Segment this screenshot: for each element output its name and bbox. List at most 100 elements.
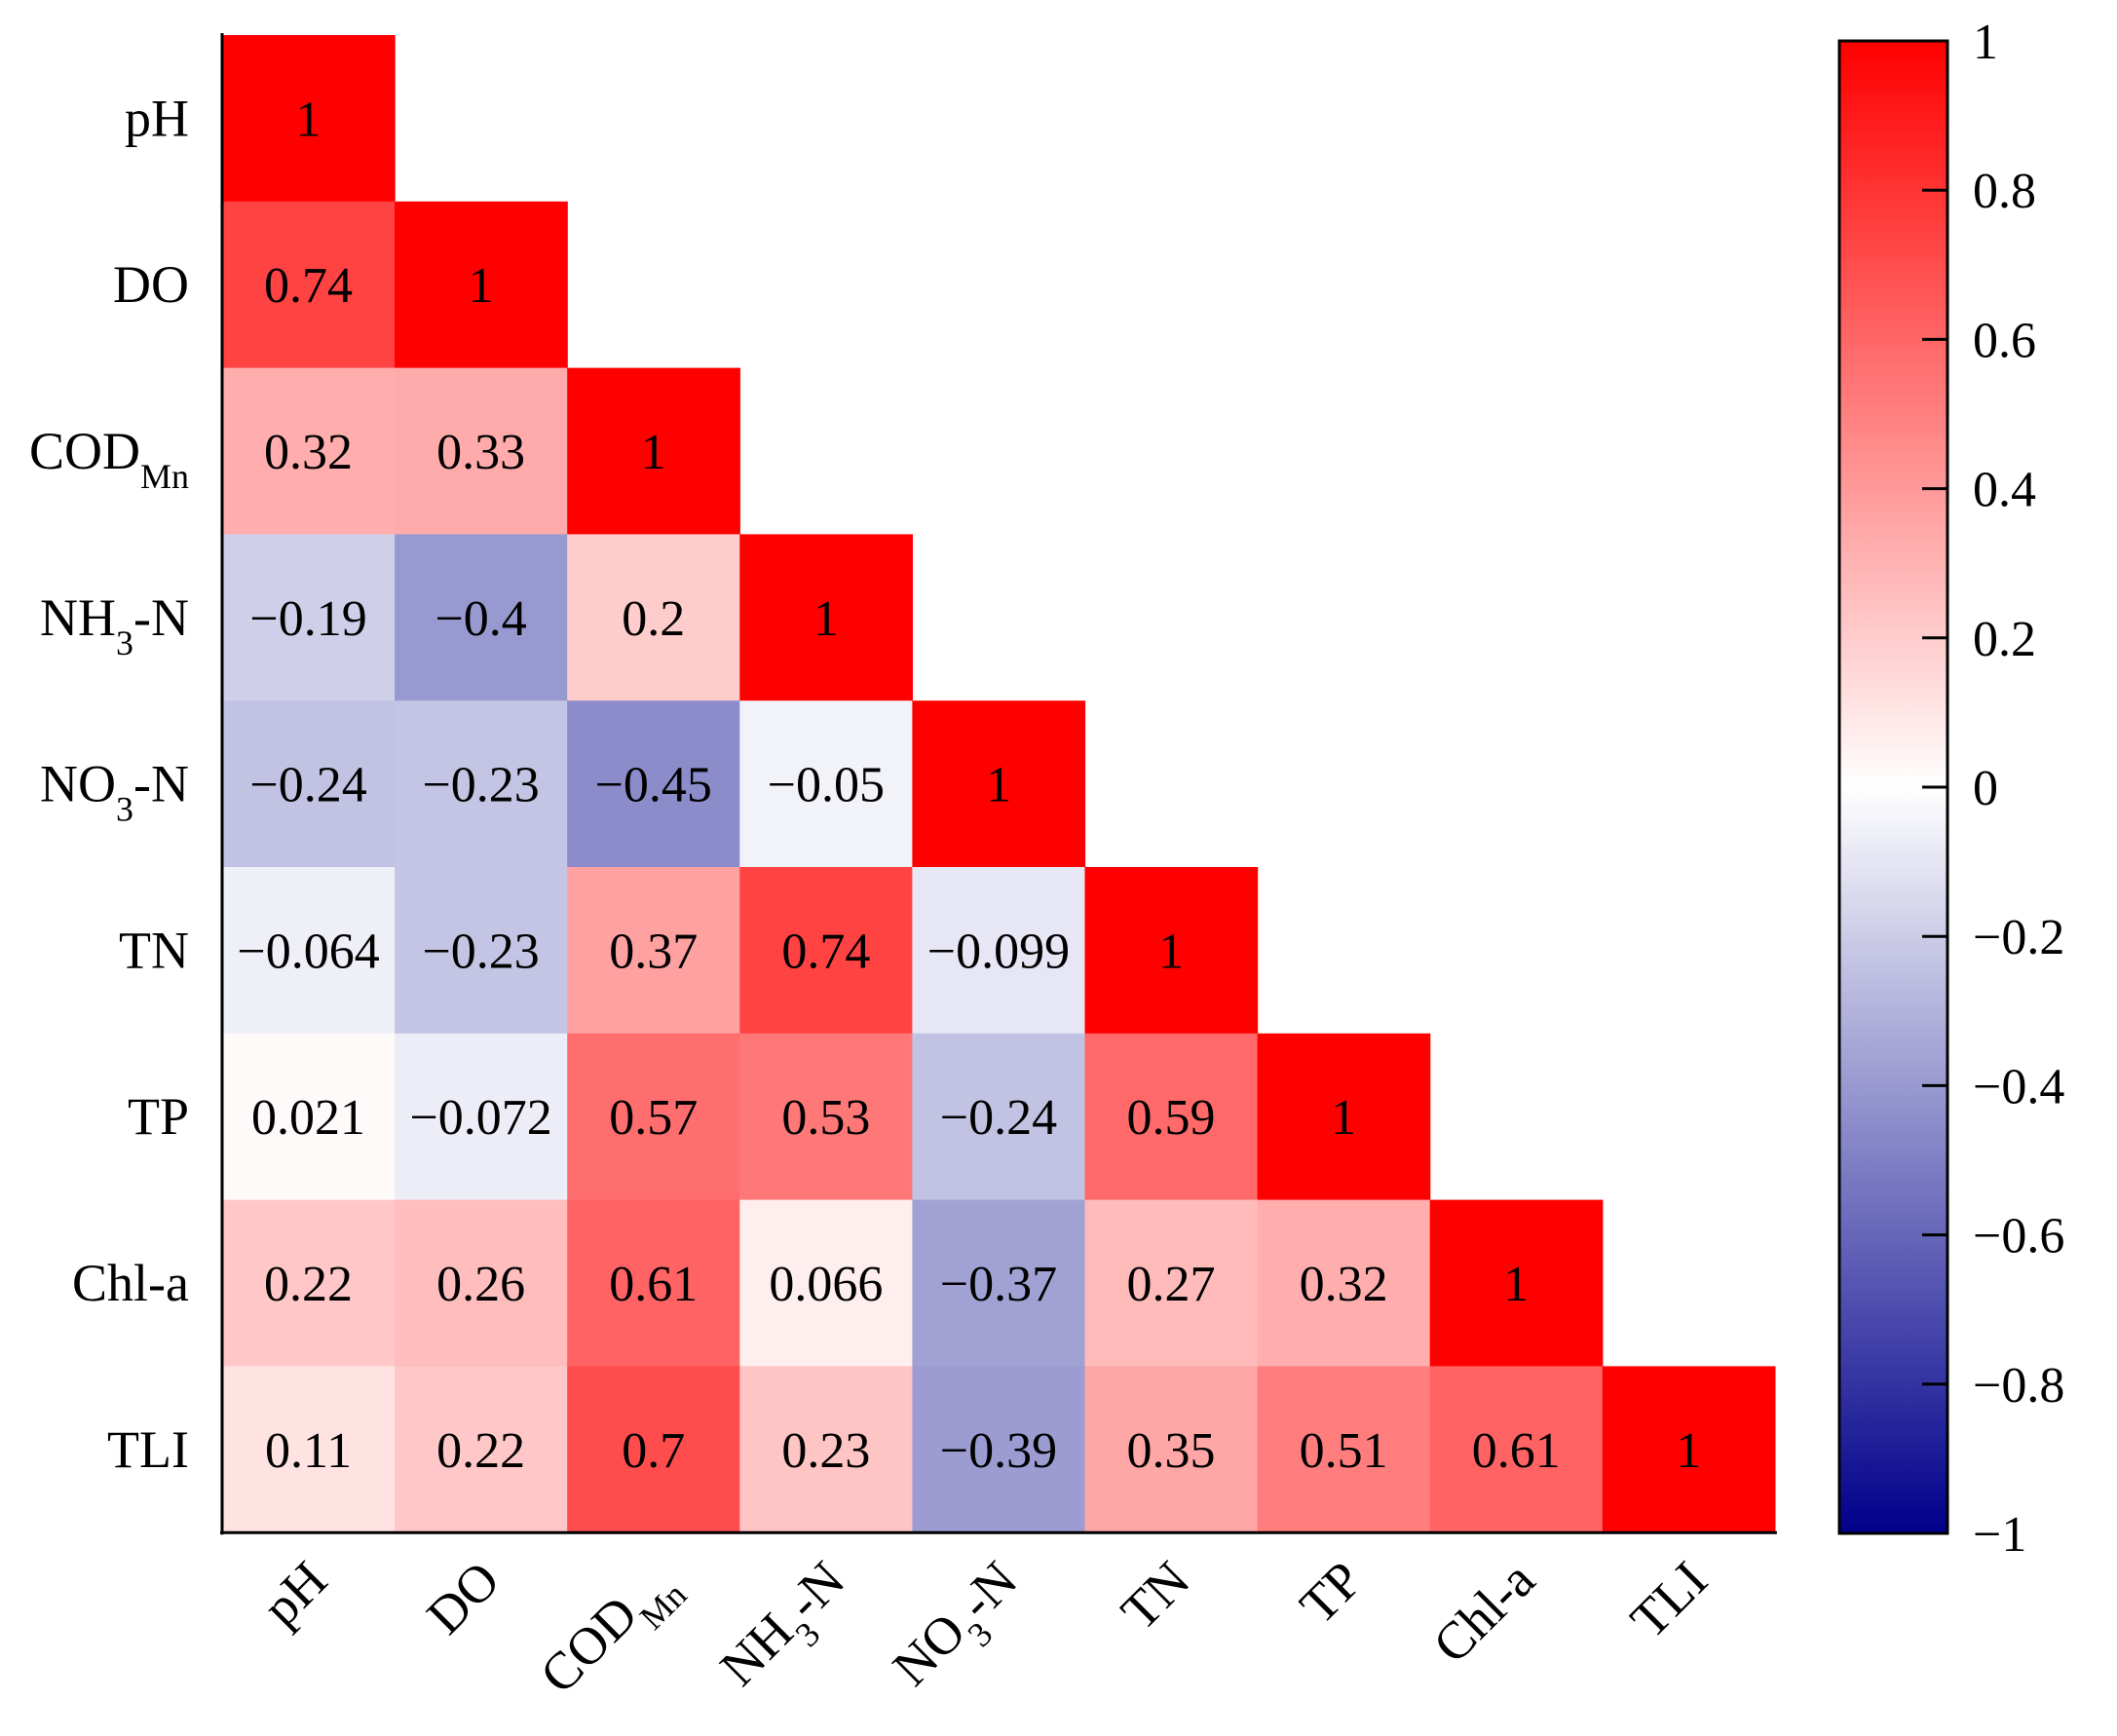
cell-rect [222, 700, 396, 868]
cell-rect [739, 700, 913, 868]
heatmap-cell: −0.05 [739, 700, 913, 868]
label-suffix: -N [775, 1550, 856, 1631]
label-suffix: -N [948, 1550, 1029, 1631]
heatmap-cell: −0.23 [395, 867, 568, 1035]
cell-value: −0.39 [940, 1423, 1057, 1479]
cell-rect [1602, 1366, 1776, 1533]
cell-rect [395, 1033, 568, 1201]
cell-value: 1 [469, 258, 494, 314]
cell-value: 0.59 [1127, 1090, 1216, 1146]
heatmap-cell: −0.24 [222, 700, 396, 868]
y-tick-label: CODMn [29, 422, 189, 496]
x-tick-label: TLI [1619, 1550, 1719, 1649]
heatmap-cell: 0.23 [739, 1366, 913, 1533]
label-subscript: 3 [116, 623, 133, 662]
cell-value: −0.072 [409, 1090, 551, 1146]
heatmap-cell: 1 [1257, 1033, 1431, 1201]
cell-value: 0.61 [609, 1257, 698, 1312]
cell-value: 1 [1503, 1257, 1529, 1312]
cell-value: −0.05 [768, 758, 885, 813]
cell-rect [395, 367, 568, 535]
heatmap-cell: 0.74 [739, 867, 913, 1035]
cell-value: 0.32 [264, 425, 353, 480]
cell-value: 0.32 [1300, 1257, 1388, 1312]
colorbar-tick-label: −0.4 [1973, 1059, 2064, 1114]
label-base: TP [1289, 1550, 1374, 1635]
heatmap-cell: 0.11 [222, 1366, 396, 1533]
cell-value: −0.37 [940, 1257, 1057, 1312]
x-tick-label: DO [416, 1550, 511, 1645]
label-base: COD [529, 1585, 649, 1705]
heatmap-cell: −0.24 [912, 1033, 1086, 1201]
y-tick-label: TN [119, 921, 189, 979]
cell-rect [1429, 1199, 1604, 1367]
cell-value: 0.22 [436, 1423, 525, 1479]
heatmap-cell: 0.26 [395, 1199, 568, 1367]
x-tick-label: TP [1289, 1550, 1374, 1635]
x-tick-label: NO3-N [882, 1550, 1040, 1708]
cell-rect [1084, 1366, 1259, 1533]
colorbar-tick-label: 0.4 [1973, 463, 2036, 518]
label-base: COD [29, 422, 140, 480]
cell-value: 0.7 [622, 1423, 685, 1479]
cell-value: 0.22 [264, 1257, 353, 1312]
y-tick-label: DO [113, 255, 189, 314]
label-base: TLI [1619, 1550, 1719, 1649]
x-tick-label: CODMn [529, 1550, 695, 1716]
cell-value: 0.74 [264, 258, 353, 314]
cell-rect [222, 534, 396, 701]
cell-value: 1 [1331, 1090, 1356, 1146]
colorbar-tick-label: 0.6 [1973, 313, 2036, 368]
cell-rect [222, 201, 396, 369]
cell-rect [567, 1366, 740, 1533]
x-tick-label: NH3-N [709, 1550, 867, 1708]
cell-value: 0.35 [1127, 1423, 1216, 1479]
cell-value: 0.27 [1127, 1257, 1216, 1312]
cell-value: 1 [986, 758, 1011, 813]
y-tick-label: NH3-N [40, 588, 189, 662]
colorbar-ticks: 1 0.8 0.6 0.4 0.2 0 −0.2 −0.4 −0.6 −0.8 −1 [1922, 15, 2064, 1563]
heatmap-cells: 1 0.74 1 0.32 0.33 1 −0.19 −0.4 0.2 1 −0.24 −0.23 −0… [222, 35, 1776, 1533]
cell-rect [912, 1199, 1086, 1367]
heatmap-cell: 0.37 [567, 867, 740, 1035]
cell-value: 0.23 [781, 1423, 870, 1479]
cell-rect [739, 1199, 913, 1367]
label-base: TN [119, 921, 189, 979]
colorbar-tick-label: −1 [1973, 1507, 2026, 1563]
heatmap-cell: 0.53 [739, 1033, 913, 1201]
cell-value: −0.099 [927, 924, 1070, 979]
cell-value: 0.74 [781, 924, 870, 979]
cell-value: 0.021 [251, 1090, 365, 1146]
cell-rect [739, 534, 913, 701]
cell-rect [222, 867, 396, 1035]
cell-rect [395, 700, 568, 868]
cell-rect [567, 700, 740, 868]
heatmap-cell: 1 [222, 35, 396, 203]
heatmap-cell: 0.066 [739, 1199, 913, 1367]
label-base: Chl-a [72, 1254, 189, 1312]
cell-rect [1429, 1366, 1604, 1533]
heatmap-cell: −0.19 [222, 534, 396, 701]
heatmap-cell: 1 [912, 700, 1086, 868]
cell-value: 1 [641, 425, 666, 480]
cell-value: 1 [813, 591, 839, 647]
cell-value: 0.57 [609, 1090, 698, 1146]
label-base: TN [1110, 1550, 1200, 1641]
cell-rect [912, 867, 1086, 1035]
colorbar-tick-label: −0.2 [1973, 910, 2064, 965]
colorbar-tick-label: 1 [1973, 15, 1998, 70]
colorbar: 1 0.8 0.6 0.4 0.2 0 −0.2 −0.4 −0.6 −0.8 −1 [1837, 15, 2064, 1563]
heatmap-cell: 0.61 [567, 1199, 740, 1367]
heatmap-cell: 0.7 [567, 1366, 740, 1533]
heatmap-cell: −0.23 [395, 700, 568, 868]
heatmap-axes [220, 33, 1777, 1535]
y-tick-label: Chl-a [72, 1254, 189, 1312]
heatmap-cell: 0.61 [1429, 1366, 1604, 1533]
heatmap-cell: −0.45 [567, 700, 740, 868]
cell-rect [222, 1199, 396, 1367]
heatmap-cell: 0.35 [1084, 1366, 1259, 1533]
heatmap-cell: 1 [567, 367, 740, 535]
colorbar-tick-label: −0.8 [1973, 1358, 2064, 1414]
